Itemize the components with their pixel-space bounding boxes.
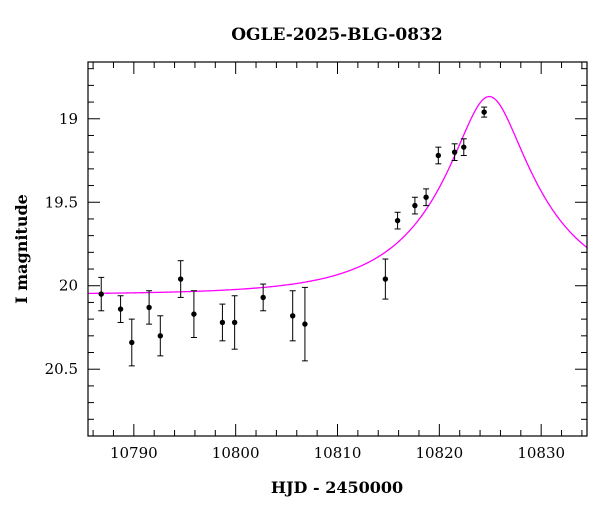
data-point bbox=[382, 258, 389, 300]
data-point bbox=[260, 283, 267, 312]
y-axis-label: I magnitude bbox=[12, 194, 31, 304]
data-point bbox=[394, 211, 401, 230]
x-tick-label: 10800 bbox=[212, 444, 260, 462]
data-marker bbox=[129, 339, 135, 346]
data-point bbox=[117, 295, 124, 323]
data-marker bbox=[146, 304, 152, 311]
data-marker bbox=[219, 319, 226, 326]
data-marker bbox=[289, 313, 296, 319]
data-point bbox=[231, 295, 238, 350]
data-marker bbox=[98, 291, 104, 297]
data-marker bbox=[412, 202, 418, 209]
data-point bbox=[177, 260, 184, 298]
x-tick-label: 10790 bbox=[110, 444, 158, 462]
axis-tick-labels: 10790 10800 10810 10820 10830 19 19.5 20 20.5 bbox=[45, 110, 565, 462]
data-point bbox=[423, 188, 430, 207]
data-marker bbox=[461, 144, 467, 150]
model-curve bbox=[87, 95, 588, 295]
y-tick-label: 20 bbox=[59, 277, 78, 295]
data-point bbox=[460, 138, 467, 156]
data-marker bbox=[177, 276, 184, 282]
data-marker bbox=[117, 306, 124, 312]
data-point bbox=[435, 146, 442, 165]
y-tick-label: 19.5 bbox=[45, 193, 78, 211]
x-axis-label: HJD - 2450000 bbox=[271, 478, 403, 497]
data-marker bbox=[260, 294, 266, 301]
data-point bbox=[481, 106, 488, 118]
data-points bbox=[98, 106, 488, 367]
data-point bbox=[451, 143, 458, 162]
data-point bbox=[190, 290, 197, 338]
data-point bbox=[411, 196, 418, 215]
data-point bbox=[219, 303, 226, 342]
data-marker bbox=[394, 217, 401, 224]
data-point bbox=[146, 290, 153, 325]
data-point bbox=[301, 286, 308, 362]
data-point bbox=[128, 318, 135, 367]
y-tick-label: 19 bbox=[59, 110, 78, 128]
data-point bbox=[98, 276, 105, 312]
data-marker bbox=[231, 319, 238, 326]
axis-ticks bbox=[88, 62, 587, 437]
data-marker bbox=[481, 109, 487, 115]
plot-frame bbox=[87, 61, 588, 437]
data-marker bbox=[451, 149, 458, 155]
y-tick-label: 20.5 bbox=[45, 360, 78, 378]
data-marker bbox=[302, 321, 308, 327]
data-marker bbox=[423, 194, 429, 200]
data-marker bbox=[435, 152, 442, 159]
data-marker bbox=[382, 276, 389, 282]
x-tick-label: 10820 bbox=[415, 444, 463, 462]
data-point bbox=[157, 315, 164, 357]
chart-title: OGLE-2025-BLG-0832 bbox=[231, 25, 443, 45]
data-marker bbox=[191, 311, 197, 317]
data-point bbox=[289, 290, 296, 342]
x-tick-label: 10810 bbox=[314, 444, 362, 462]
x-tick-label: 10830 bbox=[517, 444, 565, 462]
data-marker bbox=[157, 333, 164, 339]
